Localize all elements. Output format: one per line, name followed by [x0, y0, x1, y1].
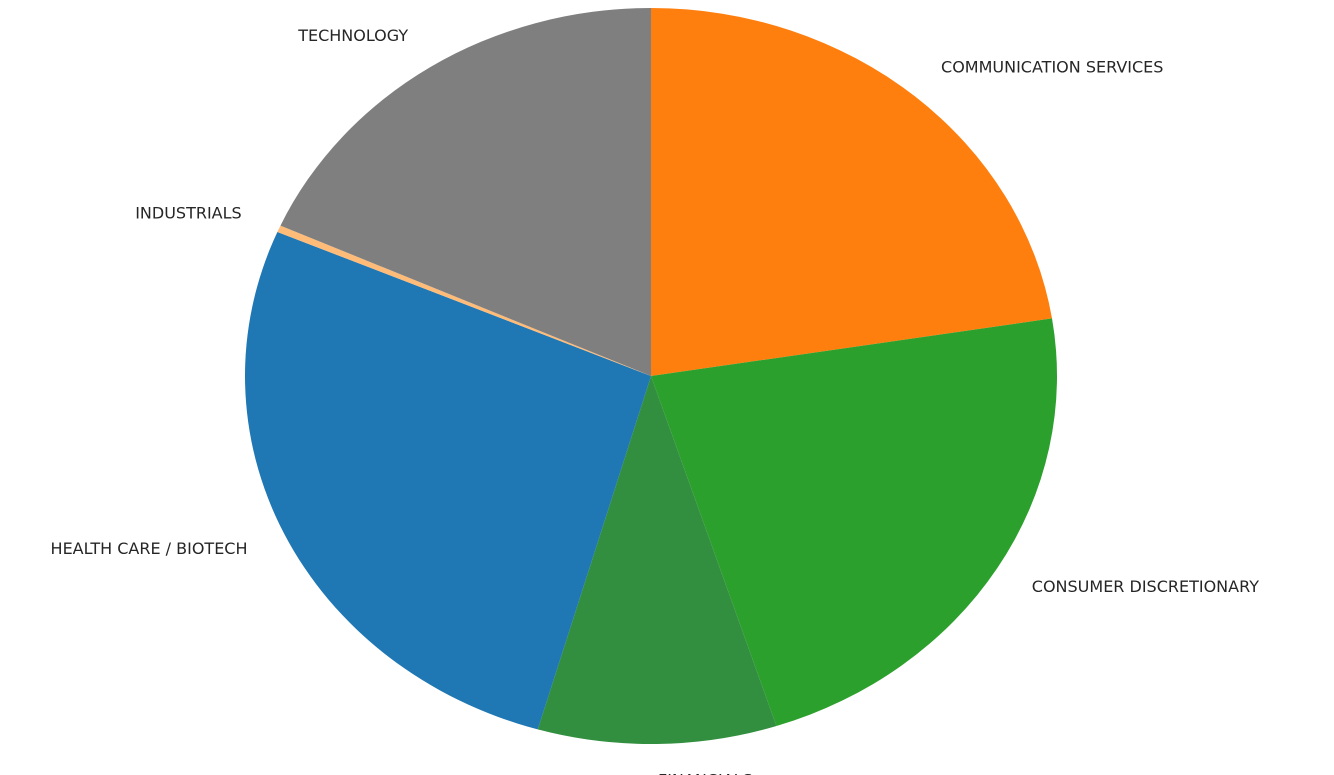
pie-slice — [651, 8, 1053, 376]
pie-slice — [277, 225, 651, 376]
slice-label: TECHNOLOGY — [297, 26, 408, 45]
slice-label: FINANCIALS — [658, 770, 753, 775]
pie-slice — [280, 8, 651, 376]
slice-label: INDUSTRIALS — [135, 204, 242, 223]
pie-slice — [244, 231, 652, 730]
slice-label: HEALTH CARE / BIOTECH — [51, 539, 248, 558]
pie-slice — [537, 376, 777, 744]
slice-label: COMMUNICATION SERVICES — [941, 58, 1163, 77]
slice-label: CONSUMER DISCRETIONARY — [1032, 577, 1259, 596]
pie-slice — [651, 318, 1057, 726]
